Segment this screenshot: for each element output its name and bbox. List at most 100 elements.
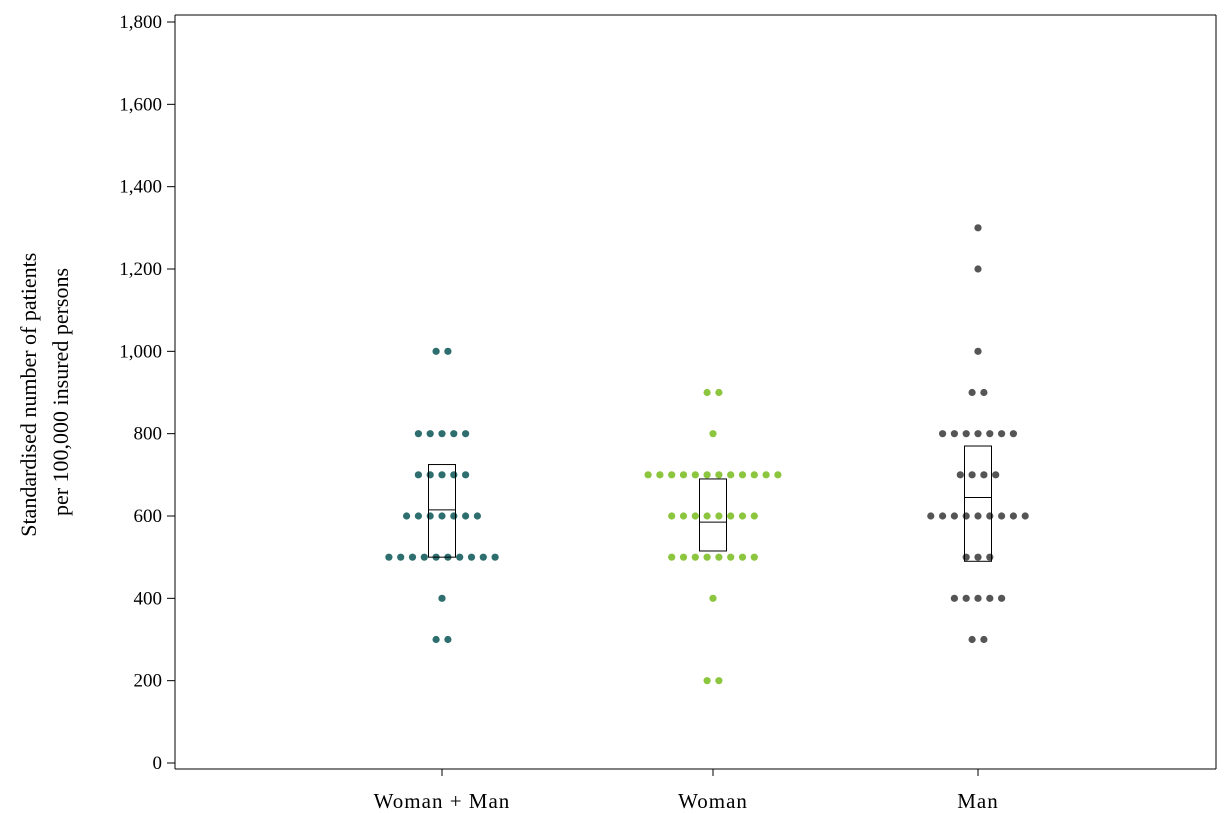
series-group — [644, 388, 782, 685]
data-point — [1009, 512, 1018, 520]
y-tick-label: 200 — [134, 671, 163, 692]
data-point — [438, 594, 446, 602]
data-point — [974, 347, 982, 355]
data-point — [426, 512, 434, 520]
data-point — [962, 512, 970, 520]
data-point — [432, 347, 440, 355]
data-point — [397, 553, 405, 561]
data-point — [450, 512, 458, 520]
data-point — [962, 594, 970, 602]
data-point — [467, 553, 476, 561]
data-point — [992, 471, 1000, 479]
data-point — [727, 553, 735, 561]
box-iqr — [428, 464, 456, 558]
series-layer — [385, 224, 1029, 685]
data-point — [403, 512, 411, 520]
x-category-label: Woman + Man — [374, 789, 511, 813]
data-point — [939, 430, 947, 438]
data-point — [420, 553, 428, 561]
series-group — [385, 347, 499, 644]
data-point — [656, 471, 664, 479]
data-point — [974, 512, 982, 520]
data-point — [950, 594, 959, 602]
data-point — [462, 471, 470, 479]
y-tick-label: 1,200 — [119, 259, 162, 280]
data-point — [438, 471, 446, 479]
y-axis-title-line-1: Standardised number of patients — [16, 253, 41, 537]
data-point — [968, 635, 976, 644]
data-point — [980, 388, 988, 397]
data-point — [385, 553, 393, 561]
x-category-label: Woman — [678, 789, 748, 813]
data-point — [986, 430, 994, 438]
x-axis-ticks: Woman + Man Woman Man — [374, 769, 999, 813]
data-point — [974, 224, 982, 232]
data-point — [709, 430, 717, 438]
plot-frame — [174, 14, 1217, 770]
data-point — [738, 512, 747, 520]
data-point — [968, 388, 976, 397]
data-point — [679, 471, 688, 479]
data-point — [444, 635, 452, 644]
data-point — [691, 471, 699, 479]
data-point — [709, 594, 717, 602]
data-point — [644, 471, 652, 479]
data-point — [750, 512, 758, 520]
data-point — [462, 512, 470, 520]
y-tick-label: 600 — [134, 506, 163, 527]
data-point — [962, 553, 970, 561]
data-point — [1009, 430, 1018, 438]
y-tick-label: 1,800 — [119, 12, 162, 33]
box-iqr — [964, 445, 992, 562]
y-tick-label: 1,600 — [119, 94, 162, 115]
data-point — [738, 553, 747, 561]
data-point — [998, 430, 1006, 438]
data-point — [727, 471, 735, 479]
data-point — [974, 265, 982, 273]
data-point — [715, 553, 723, 561]
data-point — [432, 635, 440, 644]
data-point — [426, 430, 434, 438]
data-point — [986, 512, 994, 520]
data-point — [750, 471, 758, 479]
data-point — [668, 471, 676, 479]
data-point — [426, 471, 434, 479]
data-point — [762, 471, 770, 479]
data-point — [703, 512, 711, 520]
data-point — [738, 471, 747, 479]
data-point — [974, 430, 982, 438]
data-point — [691, 553, 699, 561]
data-point — [715, 677, 723, 685]
data-point — [715, 388, 723, 397]
data-point — [473, 512, 481, 520]
x-category-label: Man — [957, 789, 999, 813]
data-point — [703, 677, 711, 685]
data-point — [438, 512, 446, 520]
data-point — [974, 553, 982, 561]
data-point — [703, 471, 711, 479]
series-group — [927, 224, 1029, 644]
data-point — [679, 553, 688, 561]
y-tick-label: 1,400 — [119, 177, 162, 198]
data-point — [408, 553, 417, 561]
data-point — [968, 471, 976, 479]
data-point — [950, 512, 959, 520]
data-point — [414, 512, 422, 520]
data-point — [679, 512, 688, 520]
data-point — [479, 553, 487, 561]
data-point — [927, 512, 935, 520]
data-point — [450, 471, 458, 479]
data-point — [986, 553, 994, 561]
data-point — [727, 512, 735, 520]
data-point — [974, 594, 982, 602]
box-iqr — [699, 478, 727, 552]
data-point — [691, 512, 699, 520]
data-point — [980, 471, 988, 479]
data-point — [980, 635, 988, 644]
data-point — [668, 553, 676, 561]
data-point — [462, 430, 470, 438]
data-point — [703, 553, 711, 561]
y-tick-label: 0 — [153, 753, 163, 774]
data-point — [456, 553, 464, 561]
